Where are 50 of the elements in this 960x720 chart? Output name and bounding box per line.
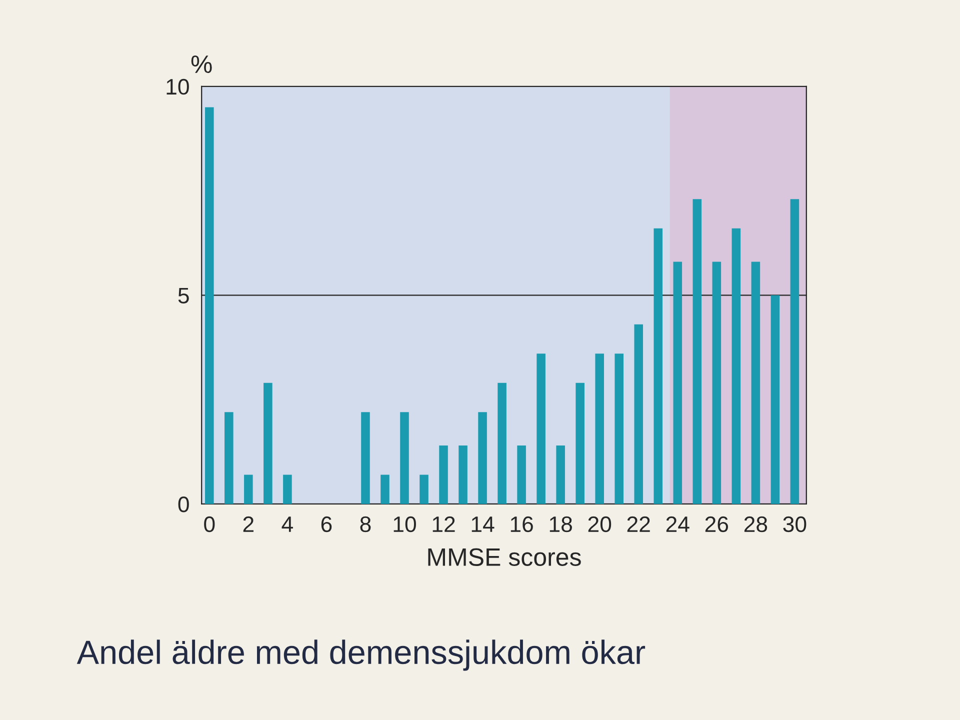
bar xyxy=(790,199,800,504)
bar xyxy=(654,228,663,504)
bar xyxy=(498,382,506,504)
x-tick-label: 28 xyxy=(744,516,768,532)
bar xyxy=(751,262,760,504)
bar xyxy=(420,474,428,504)
x-tick-label: 12 xyxy=(432,516,455,532)
bar xyxy=(692,199,702,504)
bar xyxy=(712,262,722,504)
y-tick-label: 0 xyxy=(178,496,189,512)
x-tick-label: 26 xyxy=(705,516,728,532)
bar xyxy=(595,354,604,504)
x-tick-label: 0 xyxy=(204,516,215,532)
x-tick-label: 10 xyxy=(394,516,416,532)
x-tick-label: 20 xyxy=(588,516,612,532)
y-tick-label: 10 xyxy=(166,78,189,95)
x-tick-label: 16 xyxy=(510,516,533,532)
bar xyxy=(634,324,644,504)
bar xyxy=(244,474,253,504)
x-axis-title: MMSE scores xyxy=(428,548,581,566)
bar xyxy=(614,354,624,504)
x-tick-label: 18 xyxy=(550,516,572,532)
x-tick-label: 22 xyxy=(627,516,650,532)
bar xyxy=(224,412,234,504)
x-tick-label: 2 xyxy=(243,516,254,532)
bar xyxy=(517,446,526,504)
bar xyxy=(439,446,448,504)
bar xyxy=(380,474,390,504)
x-tick-label: 24 xyxy=(666,516,690,532)
bar xyxy=(361,412,370,504)
bar xyxy=(576,382,584,504)
x-tick-label: 4 xyxy=(282,516,293,532)
bar xyxy=(732,228,741,504)
bar xyxy=(770,295,780,504)
x-tick-label: 8 xyxy=(360,516,371,532)
bar xyxy=(556,446,565,504)
bar xyxy=(205,107,214,504)
x-tick-label: 14 xyxy=(472,516,494,532)
bar xyxy=(458,446,468,504)
y-tick-label: 5 xyxy=(178,288,189,304)
x-tick-label: 6 xyxy=(321,516,332,532)
y-axis-title: % xyxy=(191,56,212,74)
bar xyxy=(400,412,409,504)
bar xyxy=(264,382,272,504)
bar xyxy=(283,474,292,504)
bar xyxy=(673,262,682,504)
bar xyxy=(536,354,546,504)
x-tick-label: 30 xyxy=(783,516,806,532)
text: Andel äldre med demenssjukdom ökar xyxy=(76,640,646,671)
bar xyxy=(478,412,487,504)
